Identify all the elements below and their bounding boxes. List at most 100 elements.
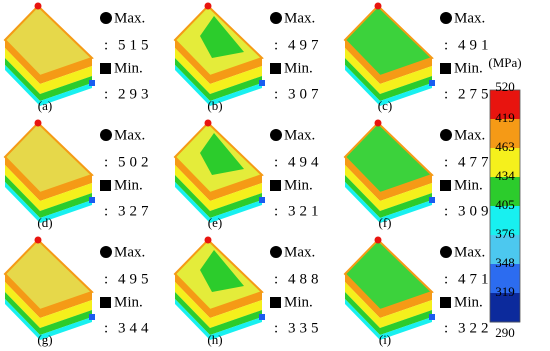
separator: : <box>274 271 278 287</box>
separator: : <box>444 86 448 102</box>
top-patch <box>200 250 244 292</box>
panel-label: (c) <box>378 98 392 113</box>
stress-band <box>175 274 262 318</box>
panel-label: (i) <box>379 332 391 347</box>
panel-label: (h) <box>207 332 222 347</box>
colorbar-band <box>490 148 520 178</box>
max-symbol <box>270 12 282 24</box>
min-symbol <box>270 180 281 191</box>
min-symbol <box>100 63 111 74</box>
min-marker <box>429 197 435 203</box>
colorbar-label: 405 <box>495 197 515 212</box>
max-value: 491 <box>458 37 493 53</box>
min-value: 275 <box>458 86 493 102</box>
min-symbol <box>270 297 281 308</box>
min-value: 335 <box>288 320 323 336</box>
min-value: 321 <box>288 203 323 219</box>
stress-band <box>345 58 432 101</box>
stress-band <box>175 165 262 211</box>
stress-band <box>345 65 432 106</box>
max-label: Max. <box>284 10 315 26</box>
max-label: Max. <box>454 244 485 260</box>
max-marker <box>34 119 42 127</box>
max-label: Max. <box>454 10 485 26</box>
max-value: 494 <box>288 154 323 170</box>
stress-band <box>175 65 262 106</box>
stress-band <box>5 282 92 328</box>
colorbar-band <box>490 119 520 149</box>
separator: : <box>104 203 108 219</box>
stress-band <box>345 182 432 223</box>
colorbar-band <box>490 90 520 120</box>
separator: : <box>104 37 108 53</box>
stress-band <box>175 182 262 223</box>
max-label: Max. <box>114 10 145 26</box>
stress-band <box>345 40 432 84</box>
stress-band <box>345 274 432 318</box>
colorbar-unit: (MPa) <box>488 55 521 70</box>
stress-band <box>5 58 92 101</box>
min-symbol <box>440 297 451 308</box>
max-marker <box>374 2 382 10</box>
separator: : <box>274 154 278 170</box>
stress-band <box>175 175 262 218</box>
panel-label: (f) <box>379 215 392 230</box>
top-face <box>3 238 94 312</box>
min-value: 309 <box>458 203 493 219</box>
max-symbol <box>100 129 112 141</box>
min-marker <box>89 197 95 203</box>
stress-band <box>5 165 92 211</box>
max-marker <box>204 119 212 127</box>
top-face <box>3 4 94 78</box>
stress-band <box>345 282 432 328</box>
panel-label: (g) <box>37 332 52 347</box>
min-marker <box>259 197 265 203</box>
min-symbol <box>270 63 281 74</box>
max-label: Max. <box>284 244 315 260</box>
colorbar-label: 348 <box>495 255 515 270</box>
colorbar-label: 463 <box>495 139 515 154</box>
colorbar-band <box>490 177 520 207</box>
stress-band <box>175 292 262 335</box>
colorbar-band <box>490 264 520 294</box>
stress-band <box>345 292 432 335</box>
top-face <box>343 238 434 312</box>
separator: : <box>444 320 448 336</box>
min-symbol <box>100 297 111 308</box>
separator: : <box>104 154 108 170</box>
max-label: Max. <box>284 127 315 143</box>
min-marker <box>259 314 265 320</box>
separator: : <box>274 37 278 53</box>
stress-band <box>5 274 92 318</box>
separator: : <box>444 271 448 287</box>
separator: : <box>104 271 108 287</box>
max-symbol <box>440 12 452 24</box>
max-marker <box>204 236 212 244</box>
max-symbol <box>270 246 282 258</box>
colorbar-band <box>490 206 520 236</box>
stress-band <box>175 48 262 94</box>
max-label: Max. <box>114 244 145 260</box>
stress-band <box>5 65 92 106</box>
max-symbol <box>100 246 112 258</box>
min-label: Min. <box>114 60 143 76</box>
colorbar-label: 290 <box>495 325 515 340</box>
min-marker <box>89 314 95 320</box>
min-marker <box>89 80 95 86</box>
colorbar-label: 520 <box>495 79 515 94</box>
colorbar-label: 419 <box>495 110 515 125</box>
min-label: Min. <box>454 60 483 76</box>
max-value: 488 <box>288 271 323 287</box>
panel-label: (e) <box>208 215 222 230</box>
min-value: 327 <box>118 203 153 219</box>
separator: : <box>444 154 448 170</box>
min-value: 293 <box>118 86 153 102</box>
stress-band <box>5 182 92 223</box>
max-symbol <box>440 246 452 258</box>
max-symbol <box>100 12 112 24</box>
